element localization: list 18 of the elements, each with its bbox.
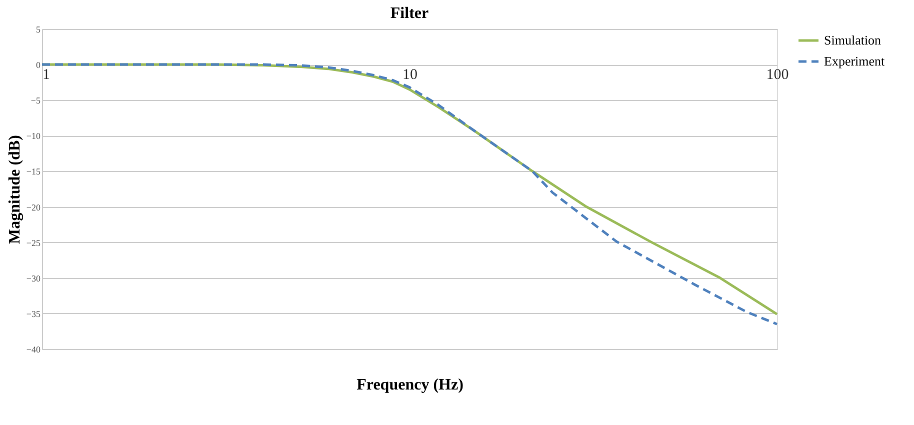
y-tick-label: −35 — [26, 308, 41, 319]
y-axis-title: Magnitude (dB) — [6, 135, 24, 244]
y-tick-label: 0 — [36, 60, 41, 70]
y-tick-label: −10 — [26, 131, 41, 142]
y-tick-label: −15 — [26, 166, 41, 177]
y-tick-label: −30 — [26, 273, 41, 284]
y-tick-label: 5 — [36, 24, 41, 34]
x-tick-label: 1 — [42, 67, 50, 84]
y-tick-label: −40 — [26, 344, 41, 354]
x-axis-title: Frequency (Hz) — [356, 376, 464, 394]
y-tick-label: −25 — [26, 238, 41, 248]
y-tick-label: −5 — [30, 96, 41, 106]
chart-title: Filter — [390, 5, 429, 22]
legend-label: Simulation — [824, 32, 882, 48]
y-tick-label: −20 — [26, 202, 41, 212]
x-tick-label: 100 — [766, 67, 789, 84]
legend-label: Experiment — [824, 54, 886, 68]
x-tick-label: 10 — [402, 67, 418, 84]
